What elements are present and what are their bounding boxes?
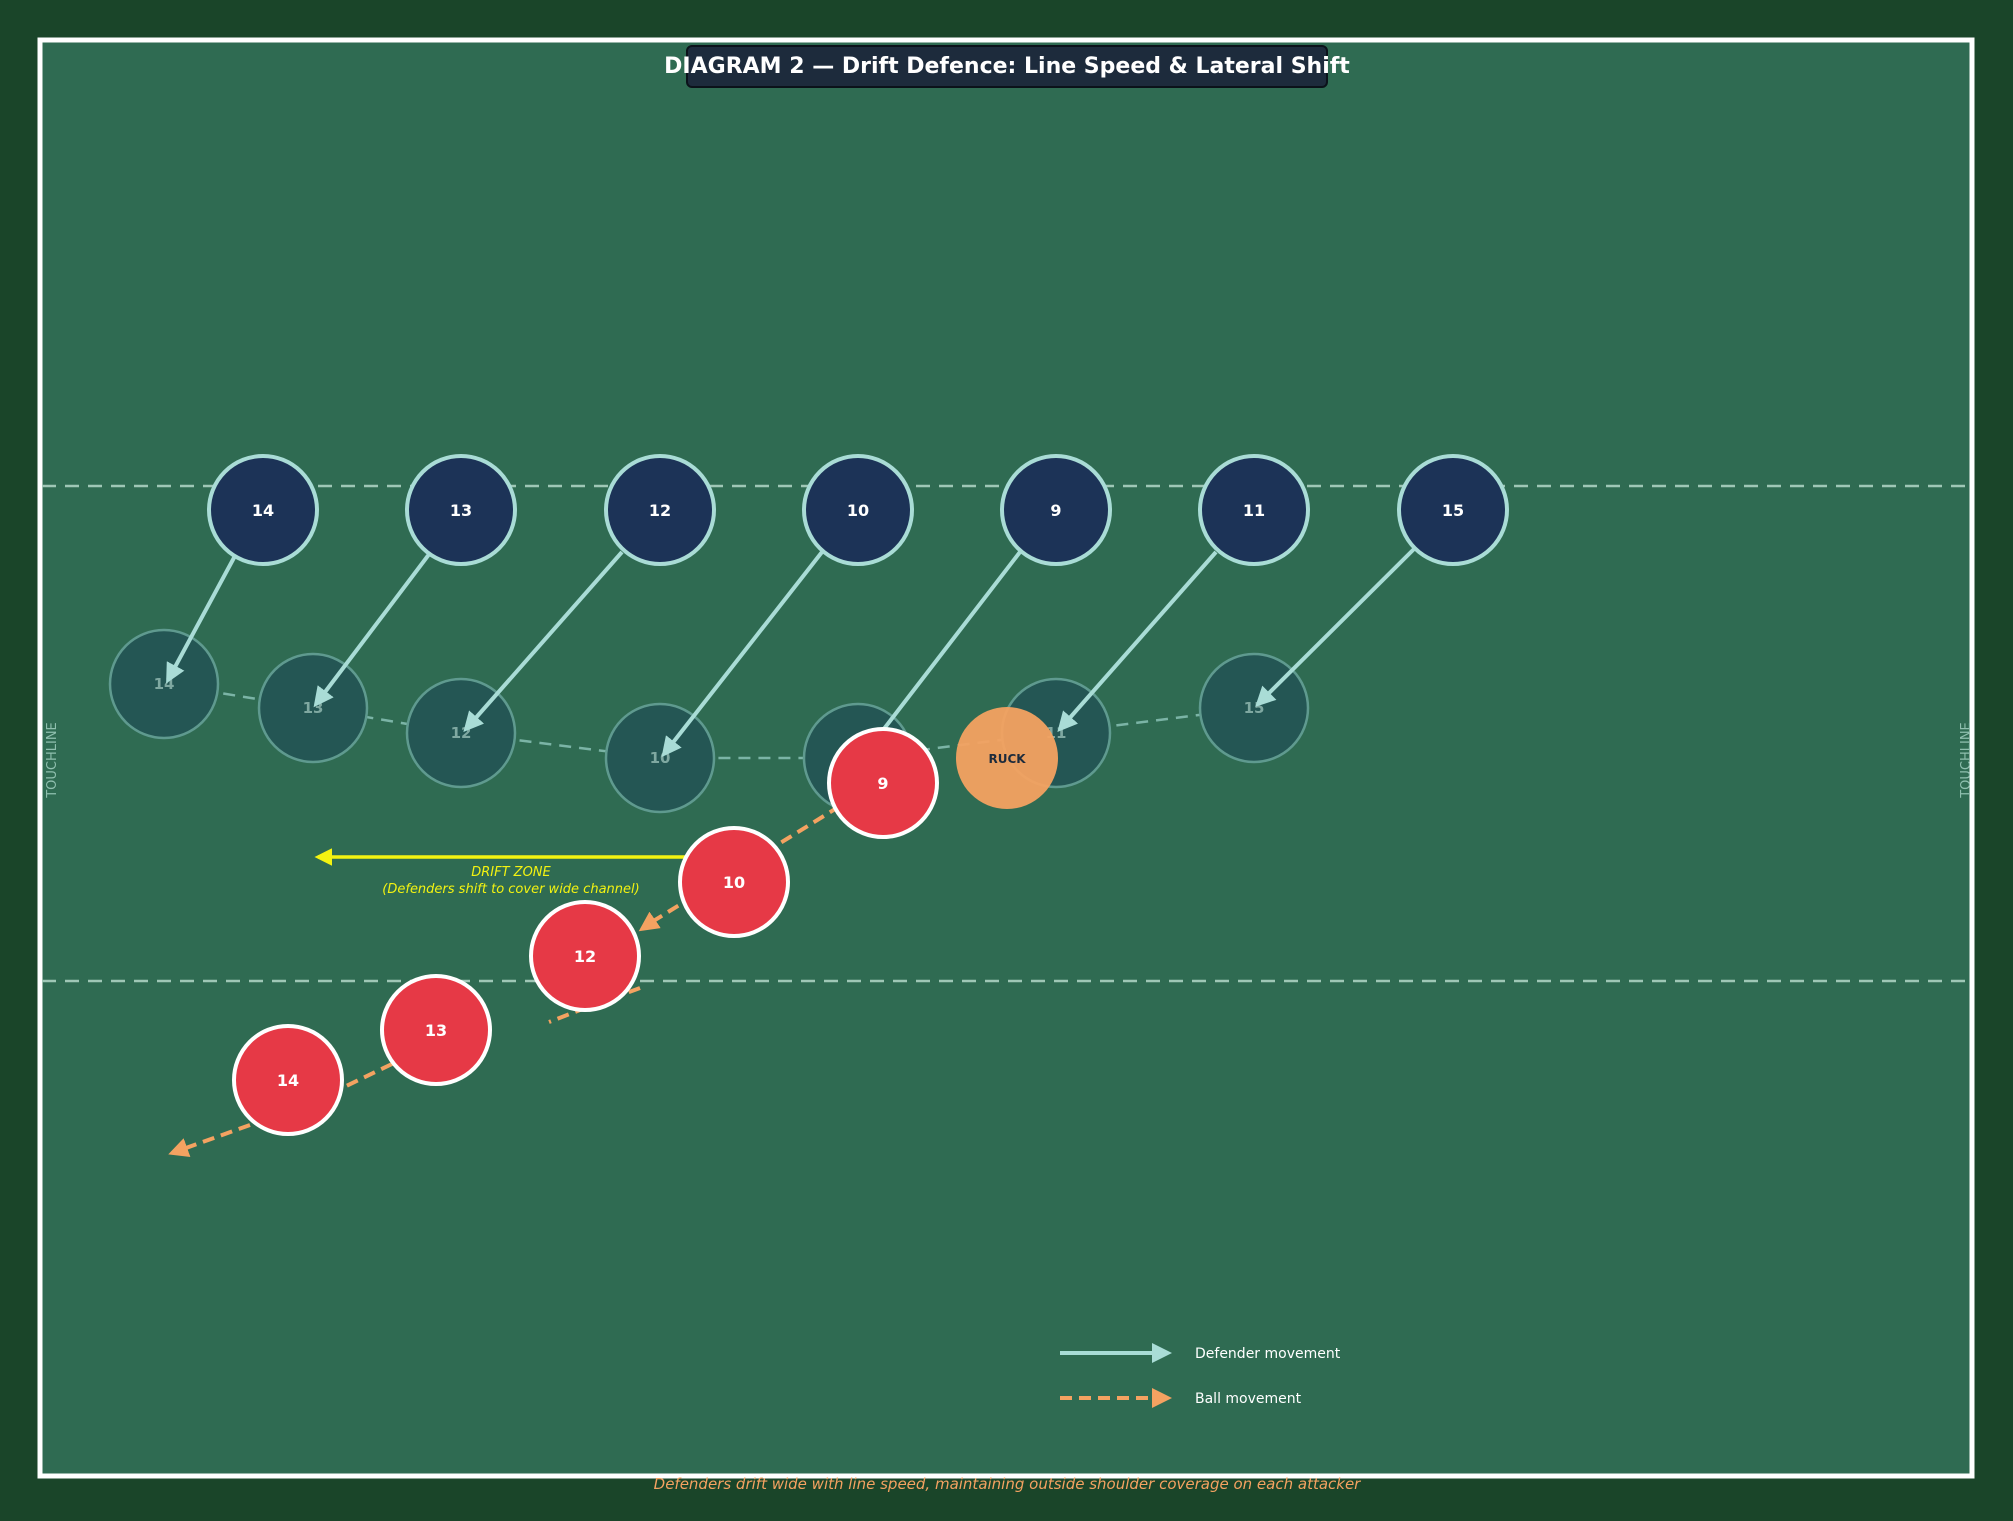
ruck-label: RUCK xyxy=(988,752,1026,766)
attacker-10: 10 xyxy=(678,826,790,938)
defender-14: 14 xyxy=(207,454,319,566)
title-box xyxy=(686,45,1328,88)
legend-defender-label: Defender movement xyxy=(1195,1346,1341,1362)
defender-11: 11 xyxy=(1198,454,1310,566)
ghost-defender: 14 xyxy=(108,628,220,740)
ruck: RUCK xyxy=(956,707,1058,809)
defender-13: 13 xyxy=(405,454,517,566)
attacker-number: 10 xyxy=(723,873,745,892)
defender-number: 14 xyxy=(252,501,274,520)
ball-pass-13-14 xyxy=(341,1062,393,1090)
defender-movement-arrows xyxy=(166,547,1416,758)
defender-arrow xyxy=(878,550,1022,736)
legend: Defender movement Ball movement xyxy=(1060,1343,1341,1408)
attacker-12: 12 xyxy=(529,900,641,1012)
attacker-9: 9 xyxy=(827,727,939,839)
defender-arrow xyxy=(313,551,432,708)
attacker-number: 13 xyxy=(425,1021,447,1040)
defender-number: 13 xyxy=(450,501,472,520)
attacker-number: 12 xyxy=(574,947,596,966)
ball-pass-wide xyxy=(168,1123,251,1158)
defender-9: 9 xyxy=(1000,454,1112,566)
defender-10: 10 xyxy=(802,454,914,566)
defender-arrow xyxy=(1255,547,1416,707)
defender-number: 12 xyxy=(649,501,671,520)
defender-number: 9 xyxy=(1050,501,1061,520)
drift-zone-title: DRIFT ZONE xyxy=(471,865,551,880)
ghost-defender-number: 13 xyxy=(303,699,324,717)
ghost-defender: 12 xyxy=(405,677,517,789)
defender-arrow xyxy=(661,550,824,758)
defender-arrow xyxy=(463,550,624,733)
diagram-title: DIAGRAM 2 — Drift Defence: Line Speed & … xyxy=(664,54,1350,79)
defender-arrow xyxy=(166,553,238,684)
touchline-label-left: TOUCHLINE xyxy=(45,722,60,799)
ghost-defender: 13 xyxy=(257,652,369,764)
defender-arrow xyxy=(1057,550,1218,733)
legend-ball-label: Ball movement xyxy=(1195,1391,1302,1407)
drift-zone-subtitle: (Defenders shift to cover wide channel) xyxy=(382,882,639,897)
diagram-caption: Defenders drift wide with line speed, ma… xyxy=(654,1475,1362,1493)
defender-15: 15 xyxy=(1397,454,1509,566)
attacker-14: 14 xyxy=(232,1024,344,1136)
attacker-number: 9 xyxy=(877,774,888,793)
defender-number: 11 xyxy=(1243,501,1265,520)
defender-12: 12 xyxy=(604,454,716,566)
attacker-13: 13 xyxy=(380,974,492,1086)
attacker-number: 14 xyxy=(277,1071,299,1090)
defender-number: 10 xyxy=(847,501,869,520)
ghost-defender: 10 xyxy=(604,702,716,814)
touchline-label-right: TOUCHLINE xyxy=(1959,722,1974,799)
defender-number: 15 xyxy=(1442,501,1464,520)
